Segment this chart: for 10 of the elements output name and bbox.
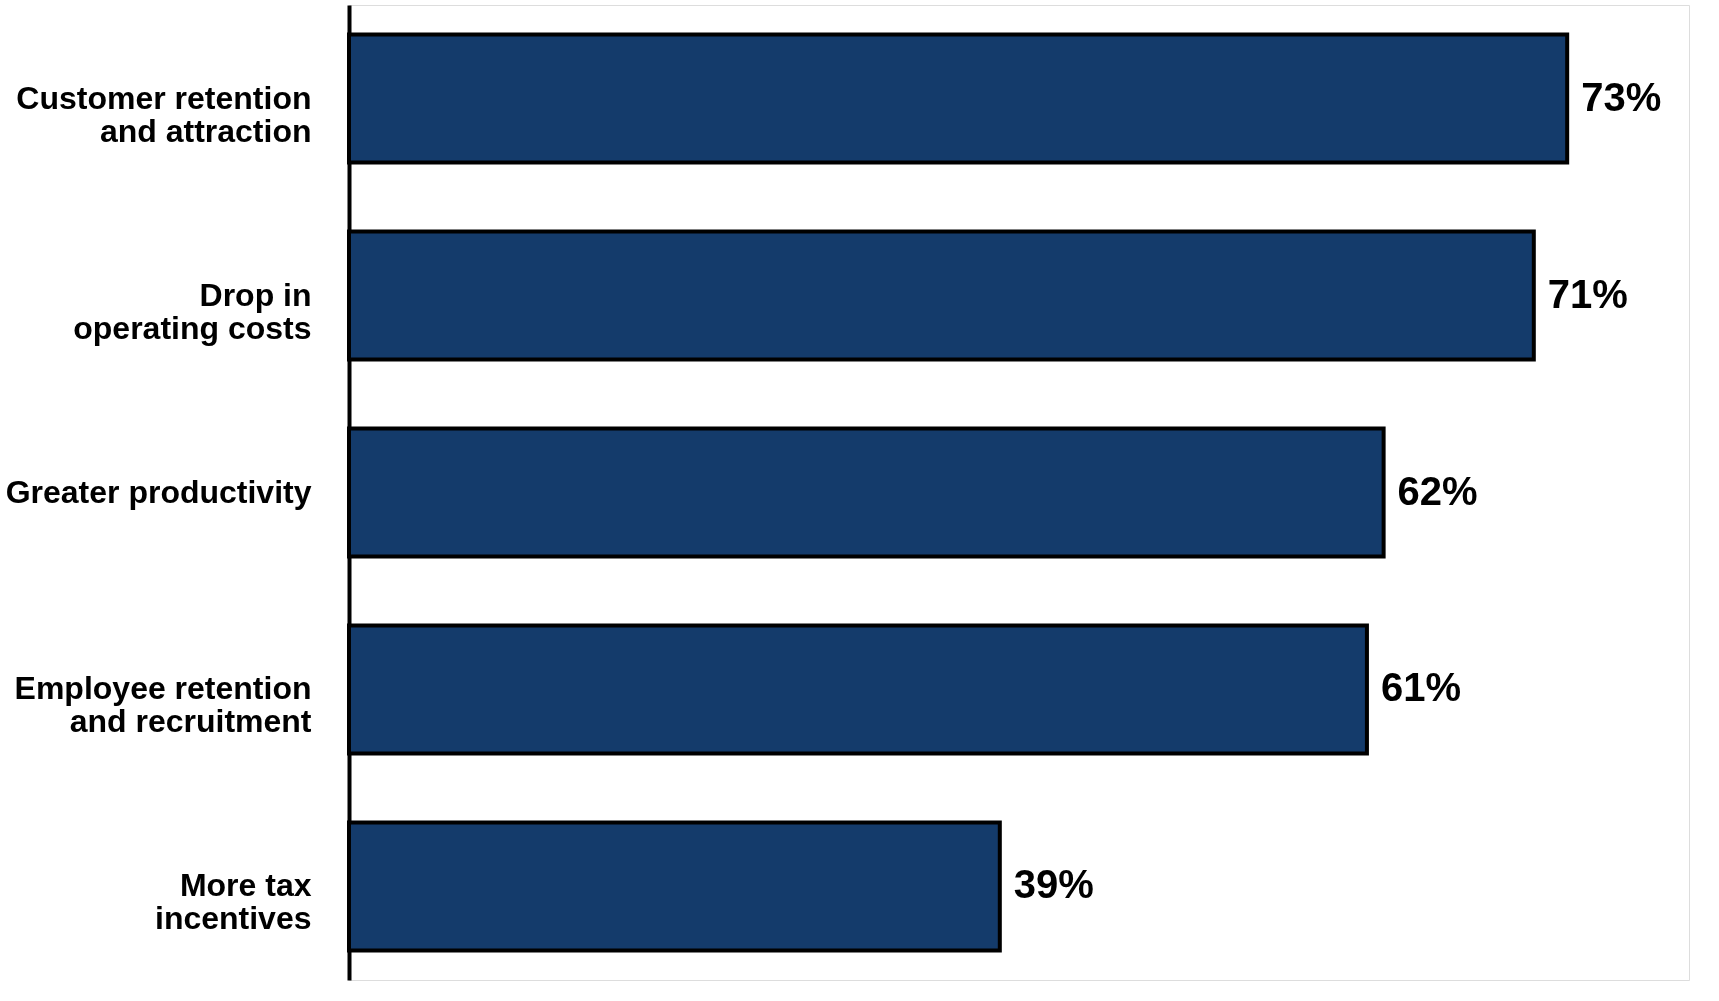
y-tick-label: Drop in operating costs [73,276,312,346]
data-label: 73% [1581,74,1662,119]
y-tick-label: Greater productivity [5,473,312,510]
y-tick-label: More tax incentives [154,867,312,937]
y-tick-label: Customer retention and attraction [16,79,312,149]
data-label: 39% [1013,862,1094,907]
data-label: 71% [1547,271,1628,316]
data-label: 61% [1380,665,1461,710]
data-label: 62% [1397,468,1478,513]
y-tick-label: Employee retention and recruitment [14,670,312,740]
